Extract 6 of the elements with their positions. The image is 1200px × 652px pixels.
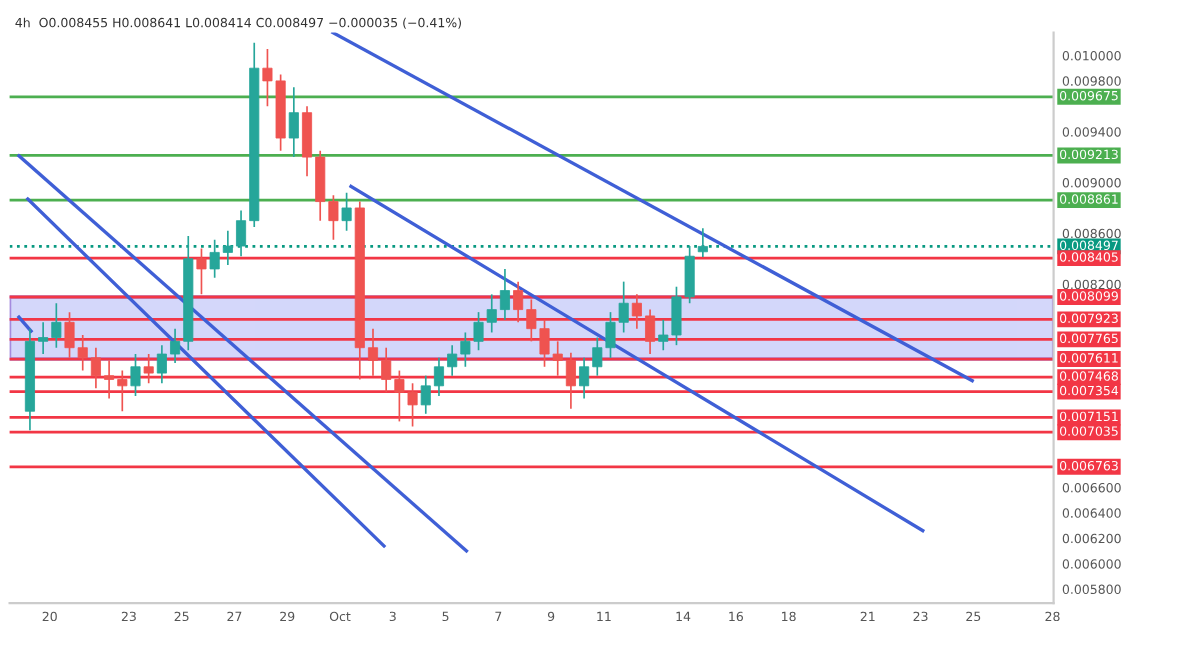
candlestick <box>196 247 207 296</box>
candlestick <box>130 353 141 397</box>
candlestick <box>143 353 154 385</box>
candlestick <box>697 227 708 258</box>
candlestick <box>341 191 352 232</box>
candlestick <box>288 86 299 158</box>
